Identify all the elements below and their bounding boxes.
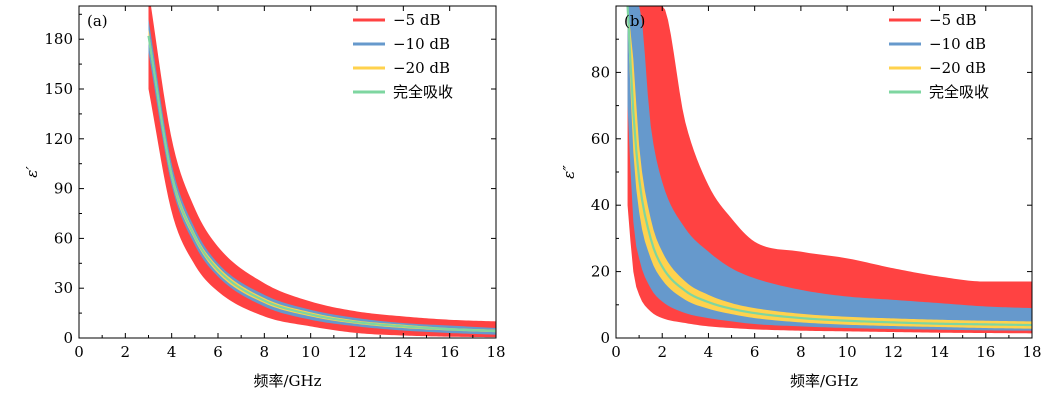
x-tick-label: 8: [260, 343, 270, 361]
x-tick-label: 6: [750, 343, 760, 361]
x-tick-label: 18: [1022, 343, 1041, 361]
panel-a: 0 2 4 6 8 10 12 14 16 180306090120150180频率/GHzε′(…: [23, 5, 506, 390]
y-tick-label: 120: [44, 130, 73, 148]
y-tick-label: 60: [54, 229, 73, 247]
legend-label: 完全吸收: [393, 83, 453, 101]
legend: −5 dB −10 dB −20 dB 完全吸收: [889, 11, 989, 101]
plot-area: [147, 6, 496, 338]
y-tick-label: 0: [63, 329, 73, 347]
x-tick-label: 16: [976, 343, 995, 361]
x-tick-label: 10: [838, 343, 857, 361]
x-axis-label: 频率/GHz: [253, 372, 321, 390]
legend-label: −20 dB: [929, 59, 986, 77]
legend-label: −5 dB: [393, 11, 441, 29]
x-tick-label: 4: [704, 343, 714, 361]
legend-label: −10 dB: [929, 35, 986, 53]
y-tick-label: 30: [54, 279, 73, 297]
x-tick-label: 16: [440, 343, 459, 361]
panel-label: (b): [624, 12, 645, 30]
x-tick-label: 8: [796, 343, 806, 361]
plot-frame: [78, 5, 497, 339]
legend-label: −5 dB: [929, 11, 977, 29]
legend-label: −10 dB: [393, 35, 450, 53]
y-tick-label: 80: [591, 63, 610, 81]
panel-label: (a): [87, 12, 108, 30]
x-tick-label: 18: [486, 343, 505, 361]
x-tick-label: 2: [657, 343, 667, 361]
line-perfect-absorption: [626, 6, 1032, 327]
plot-area: [626, 6, 1032, 334]
legend: −5 dB −10 dB −20 dB 完全吸收: [353, 11, 453, 101]
band-minus5db: [627, 6, 1032, 334]
y-tick-label: 150: [44, 80, 73, 98]
legend-label: −20 dB: [393, 59, 450, 77]
y-tick-label: 0: [600, 329, 610, 347]
line-perfect-absorption: [147, 35, 496, 333]
x-tick-label: 12: [347, 343, 366, 361]
y-tick-label: 60: [591, 130, 610, 148]
x-tick-label: 10: [301, 343, 320, 361]
y-tick-label: 20: [591, 263, 610, 281]
x-tick-label: 0: [74, 343, 84, 361]
y-tick-label: 40: [591, 196, 610, 214]
x-tick-label: 4: [167, 343, 177, 361]
band-minus10db: [627, 6, 1032, 331]
x-tick-label: 2: [121, 343, 131, 361]
y-tick-label: 90: [54, 180, 73, 198]
panel-b: 0 2 4 6 8 10 12 14 16 18 0 20 40 60 80 频率/GHz ε″ (b) −5 dB…: [560, 5, 1042, 390]
x-tick-label: 14: [930, 343, 949, 361]
x-axis-label: 频率/GHz: [790, 372, 858, 390]
legend-label: 完全吸收: [929, 83, 989, 101]
y-tick-label: 180: [44, 30, 73, 48]
y-axis-label: ε″: [560, 165, 578, 179]
x-tick-label: 14: [394, 343, 413, 361]
x-tick-label: 12: [884, 343, 903, 361]
y-axis-label: ε′: [23, 166, 41, 178]
x-tick-label: 6: [213, 343, 223, 361]
x-tick-label: 0: [611, 343, 621, 361]
band-minus5db: [148, 6, 496, 338]
